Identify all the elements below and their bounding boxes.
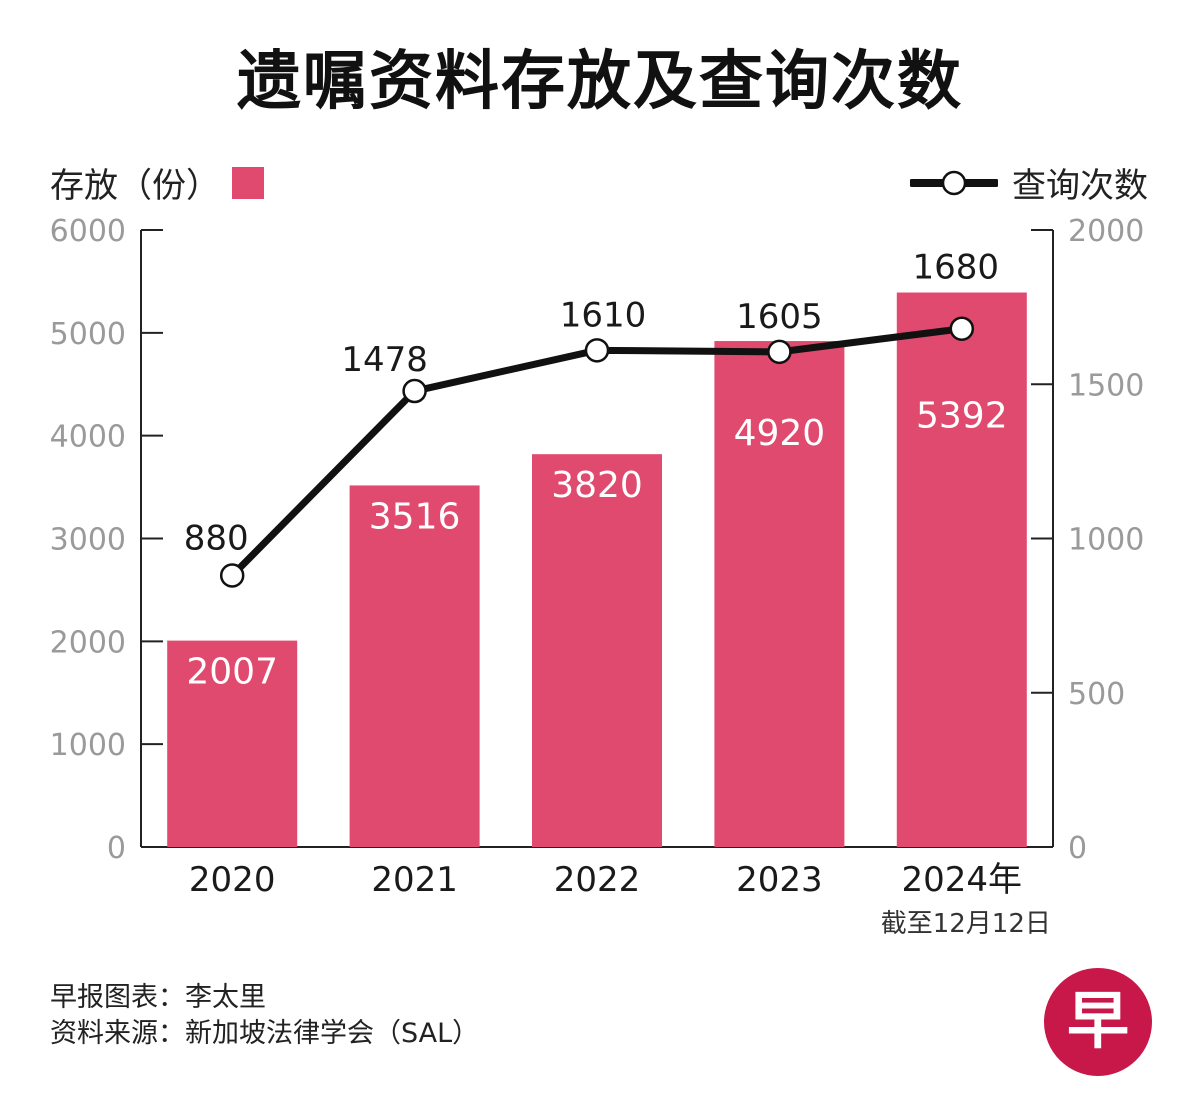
- y-left-tick-label: 3000: [50, 523, 126, 558]
- y-right-tick-label: 500: [1068, 677, 1125, 712]
- combo-chart: 0 1000 2000 3000 4000 5000 6000 0 500 1000 1500 200…: [50, 214, 1145, 939]
- bar-2022: [532, 454, 662, 847]
- line-point-2023: [767, 339, 792, 365]
- credit-text: 早报图表：李太里: [50, 982, 266, 1013]
- y-left-tick-label: 5000: [50, 317, 126, 352]
- bar-value-label: 5392: [916, 396, 1008, 437]
- line-value-label: 1478: [341, 340, 428, 380]
- chart-title: 遗嘱资料存放及查询次数: [237, 45, 963, 119]
- line-legend-label: 查询次数: [1012, 166, 1148, 206]
- bar-2021: [349, 485, 480, 847]
- y-right-tick-label: 2000: [1068, 214, 1144, 249]
- bar-value-label: 3820: [551, 465, 643, 506]
- x-category-note: 截至12月12日: [881, 909, 1051, 939]
- bar-value-label: 4920: [734, 413, 826, 454]
- line-point-2022: [584, 338, 610, 363]
- y-left-tick-label: 0: [107, 831, 126, 866]
- bar-value-label: 3516: [369, 496, 461, 537]
- bar-legend-swatch: [232, 166, 264, 199]
- bar-2023: [714, 341, 845, 847]
- logo-char: 早: [1067, 984, 1129, 1057]
- bar-legend: 存放（份）: [50, 158, 264, 207]
- x-tick-label: 2021: [371, 860, 458, 900]
- y-left-tick-label: 1000: [50, 728, 126, 763]
- bar-2020: [167, 640, 298, 847]
- y-right-tick-label: 0: [1068, 831, 1087, 866]
- logo-circle: [1044, 968, 1152, 1076]
- y-left-tick-label: 4000: [50, 420, 126, 455]
- y-left-tick-label: 6000: [50, 214, 126, 249]
- line-value-label: 1605: [736, 297, 823, 337]
- source-text: 资料来源：新加坡法律学会（SAL）: [50, 1018, 480, 1049]
- x-tick-label: 2020: [189, 860, 276, 900]
- bar-2024年: [896, 292, 1027, 847]
- y-right-tick-label: 1500: [1068, 368, 1144, 403]
- line-point-2024年: [949, 316, 975, 341]
- y-left-tick-label: 2000: [50, 625, 126, 660]
- bar-value-label: 2007: [186, 652, 278, 693]
- bar-legend-label: 存放（份）: [50, 166, 220, 206]
- y-right-tick-label: 1000: [1068, 523, 1144, 558]
- line-value-label: 880: [184, 519, 249, 559]
- line-legend: 查询次数: [910, 158, 1148, 207]
- line-legend-marker: [910, 170, 998, 195]
- x-tick-label: 2024年: [902, 860, 1023, 900]
- line-point-2021: [402, 378, 427, 404]
- line-value-label: 1680: [913, 248, 1000, 288]
- x-tick-label: 2023: [736, 860, 823, 900]
- line-point-2020: [219, 563, 245, 588]
- zaobao-logo: 早: [1044, 968, 1152, 1076]
- x-tick-label: 2022: [554, 860, 641, 900]
- footer: 早报图表：李太里 资料来源：新加坡法律学会（SAL）: [50, 980, 479, 1052]
- line-value-label: 1610: [560, 295, 647, 335]
